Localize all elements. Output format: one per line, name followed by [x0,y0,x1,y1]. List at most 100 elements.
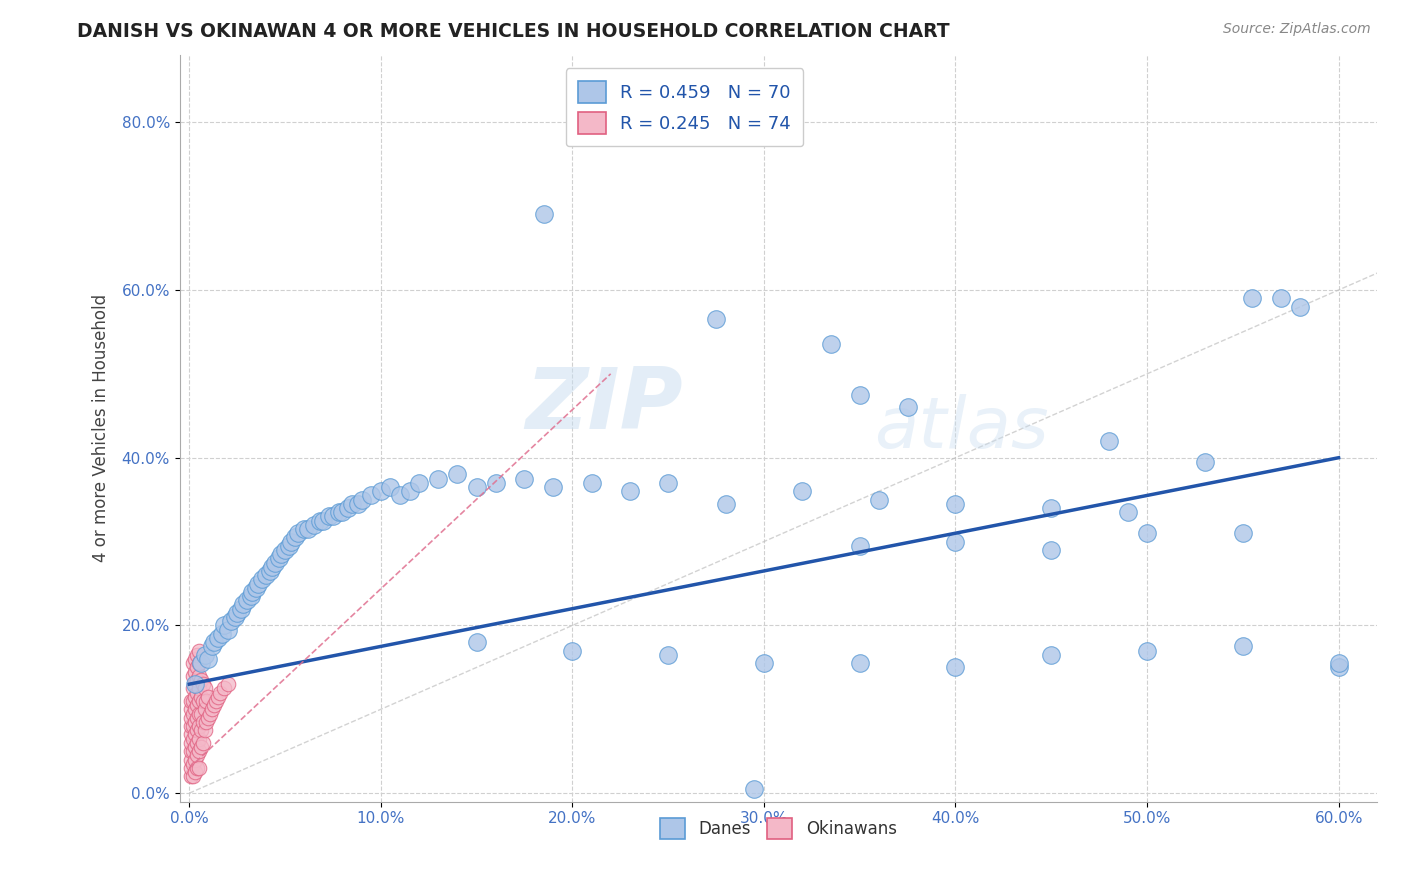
Point [181,681,204,696]
Legend: Danes, Okinawans: Danes, Okinawans [654,812,904,846]
Point [181,706,204,721]
Point [485,475,508,490]
Point [186,748,208,763]
Point [180,769,202,783]
Point [332,505,354,519]
Text: Source: ZipAtlas.com: Source: ZipAtlas.com [1223,22,1371,37]
Point [180,694,202,708]
Point [184,665,207,679]
Point [181,756,204,771]
Point [561,643,583,657]
Point [245,581,267,595]
Point [868,492,890,507]
Point [897,401,920,415]
Point [1327,660,1350,674]
Point [226,606,249,620]
Point [187,681,209,696]
Point [533,207,555,221]
Point [186,711,208,725]
Point [235,593,257,607]
Point [205,694,228,708]
Point [269,551,291,566]
Point [193,723,215,738]
Point [186,673,208,687]
Point [186,698,208,712]
Point [224,610,246,624]
Point [848,539,870,553]
Point [302,517,325,532]
Point [1232,526,1254,541]
Point [187,744,209,758]
Point [197,711,219,725]
Point [297,522,319,536]
Point [657,475,679,490]
Point [280,534,302,549]
Point [270,547,292,561]
Point [398,484,420,499]
Point [202,698,225,712]
Point [247,576,270,591]
Point [191,694,214,708]
Point [239,589,262,603]
Point [380,480,402,494]
Point [581,475,603,490]
Point [181,769,204,783]
Point [184,740,207,755]
Point [513,472,536,486]
Point [197,652,219,666]
Point [217,677,239,691]
Point [191,736,214,750]
Point [217,623,239,637]
Point [820,337,842,351]
Point [184,677,207,691]
Point [180,727,202,741]
Point [184,677,207,691]
Point [184,714,207,729]
Point [193,681,215,696]
Point [190,673,212,687]
Point [250,572,273,586]
Point [195,714,218,729]
Point [1116,505,1139,519]
Point [180,719,202,733]
Point [190,740,212,755]
Point [180,744,202,758]
Point [308,514,330,528]
Point [541,480,564,494]
Point [208,685,231,699]
Point [181,669,204,683]
Point [945,534,967,549]
Point [328,505,350,519]
Point [187,669,209,683]
Point [187,731,209,746]
Point [259,564,281,578]
Point [207,631,229,645]
Point [350,492,373,507]
Point [181,719,204,733]
Point [254,568,277,582]
Point [945,660,967,674]
Point [186,660,208,674]
Point [704,312,727,326]
Point [200,706,222,721]
Point [752,656,775,670]
Text: ZIP: ZIP [524,365,682,448]
Point [190,706,212,721]
Point [187,694,209,708]
Point [1040,501,1063,516]
Point [184,765,207,780]
Point [242,585,264,599]
Point [221,614,243,628]
Point [346,497,368,511]
Point [191,714,214,729]
Point [211,627,233,641]
Point [186,736,208,750]
Point [312,514,335,528]
Point [187,761,209,775]
Point [619,484,641,499]
Point [186,761,208,775]
Point [180,761,202,775]
Text: atlas: atlas [875,394,1049,463]
Point [184,690,207,704]
Point [212,681,235,696]
